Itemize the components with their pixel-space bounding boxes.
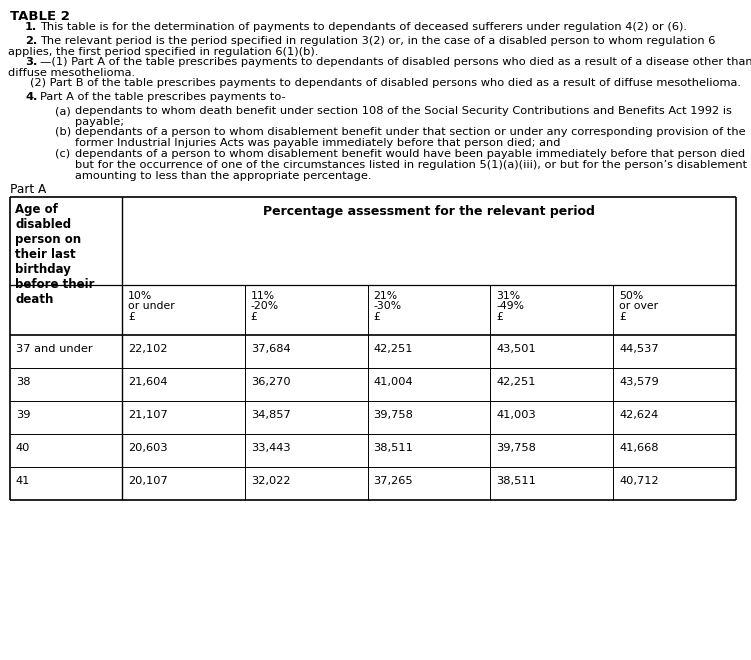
Text: 41,003: 41,003 xyxy=(496,410,536,420)
Text: (a): (a) xyxy=(55,106,71,116)
Text: but for the occurrence of one of the circumstances listed in regulation 5(1)(a)(: but for the occurrence of one of the cir… xyxy=(75,160,747,170)
Text: 42,251: 42,251 xyxy=(496,377,536,387)
Text: diffuse mesothelioma.: diffuse mesothelioma. xyxy=(8,68,135,78)
Text: 41,004: 41,004 xyxy=(373,377,413,387)
Text: 21,604: 21,604 xyxy=(128,377,167,387)
Text: 39,758: 39,758 xyxy=(496,443,536,453)
Text: (2) Part B of the table prescribes payments to dependants of disabled persons wh: (2) Part B of the table prescribes payme… xyxy=(30,78,741,88)
Text: —(1) Part A of the table prescribes payments to dependants of disabled persons w: —(1) Part A of the table prescribes paym… xyxy=(40,57,751,67)
Text: 21%: 21% xyxy=(373,291,398,301)
Text: 41: 41 xyxy=(16,476,30,486)
Text: 43,579: 43,579 xyxy=(620,377,659,387)
Text: This table is for the determination of payments to dependants of deceased suffer: This table is for the determination of p… xyxy=(40,22,687,32)
Text: 43,501: 43,501 xyxy=(496,344,536,354)
Text: 10%: 10% xyxy=(128,291,152,301)
Text: Part A of the table prescribes payments to-: Part A of the table prescribes payments … xyxy=(40,92,285,102)
Text: 50%: 50% xyxy=(620,291,644,301)
Text: dependants of a person to whom disablement benefit would have been payable immed: dependants of a person to whom disableme… xyxy=(75,149,745,159)
Text: 37 and under: 37 and under xyxy=(16,344,92,354)
Text: 37,684: 37,684 xyxy=(251,344,291,354)
Text: Percentage assessment for the relevant period: Percentage assessment for the relevant p… xyxy=(263,205,595,218)
Text: 21,107: 21,107 xyxy=(128,410,167,420)
Text: 42,251: 42,251 xyxy=(373,344,413,354)
Text: 3.: 3. xyxy=(25,57,38,67)
Text: 22,102: 22,102 xyxy=(128,344,167,354)
Text: 20,107: 20,107 xyxy=(128,476,167,486)
Text: 39,758: 39,758 xyxy=(373,410,414,420)
Text: or under: or under xyxy=(128,302,175,312)
Text: Age of
disabled
person on
their last
birthday
before their
death: Age of disabled person on their last bir… xyxy=(15,203,95,306)
Text: or over: or over xyxy=(620,302,659,312)
Text: applies, the first period specified in regulation 6(1)(b).: applies, the first period specified in r… xyxy=(8,47,318,57)
Text: 32,022: 32,022 xyxy=(251,476,291,486)
Text: 1.: 1. xyxy=(25,22,38,32)
Text: dependants of a person to whom disablement benefit under that section or under a: dependants of a person to whom disableme… xyxy=(75,127,746,137)
Text: TABLE 2: TABLE 2 xyxy=(10,10,70,23)
Text: 40,712: 40,712 xyxy=(620,476,659,486)
Text: 42,624: 42,624 xyxy=(620,410,659,420)
Text: 41,668: 41,668 xyxy=(620,443,659,453)
Text: -30%: -30% xyxy=(373,302,402,312)
Text: 2.: 2. xyxy=(25,36,38,46)
Text: dependants to whom death benefit under section 108 of the Social Security Contri: dependants to whom death benefit under s… xyxy=(75,106,732,116)
Text: Part A: Part A xyxy=(10,183,47,196)
Text: amounting to less than the appropriate percentage.: amounting to less than the appropriate p… xyxy=(75,171,372,181)
Text: £: £ xyxy=(373,312,381,321)
Text: £: £ xyxy=(128,312,135,321)
Text: (b): (b) xyxy=(55,127,71,137)
Text: 11%: 11% xyxy=(251,291,275,301)
Text: The relevant period is the period specified in regulation 3(2) or, in the case o: The relevant period is the period specif… xyxy=(40,36,716,46)
Text: 4.: 4. xyxy=(25,92,38,102)
Text: payable;: payable; xyxy=(75,117,124,127)
Text: (c): (c) xyxy=(55,149,70,159)
Text: £: £ xyxy=(496,312,503,321)
Text: 34,857: 34,857 xyxy=(251,410,291,420)
Text: £: £ xyxy=(620,312,626,321)
Text: 20,603: 20,603 xyxy=(128,443,167,453)
Text: 44,537: 44,537 xyxy=(620,344,659,354)
Text: 38,511: 38,511 xyxy=(373,443,414,453)
Text: former Industrial Injuries Acts was payable immediately before that person died;: former Industrial Injuries Acts was paya… xyxy=(75,138,560,148)
Text: -49%: -49% xyxy=(496,302,524,312)
Text: 31%: 31% xyxy=(496,291,520,301)
Text: £: £ xyxy=(251,312,258,321)
Text: 39: 39 xyxy=(16,410,31,420)
Text: 37,265: 37,265 xyxy=(373,476,413,486)
Text: 33,443: 33,443 xyxy=(251,443,291,453)
Text: 38,511: 38,511 xyxy=(496,476,536,486)
Text: -20%: -20% xyxy=(251,302,279,312)
Text: 38: 38 xyxy=(16,377,31,387)
Text: 36,270: 36,270 xyxy=(251,377,291,387)
Text: 40: 40 xyxy=(16,443,30,453)
